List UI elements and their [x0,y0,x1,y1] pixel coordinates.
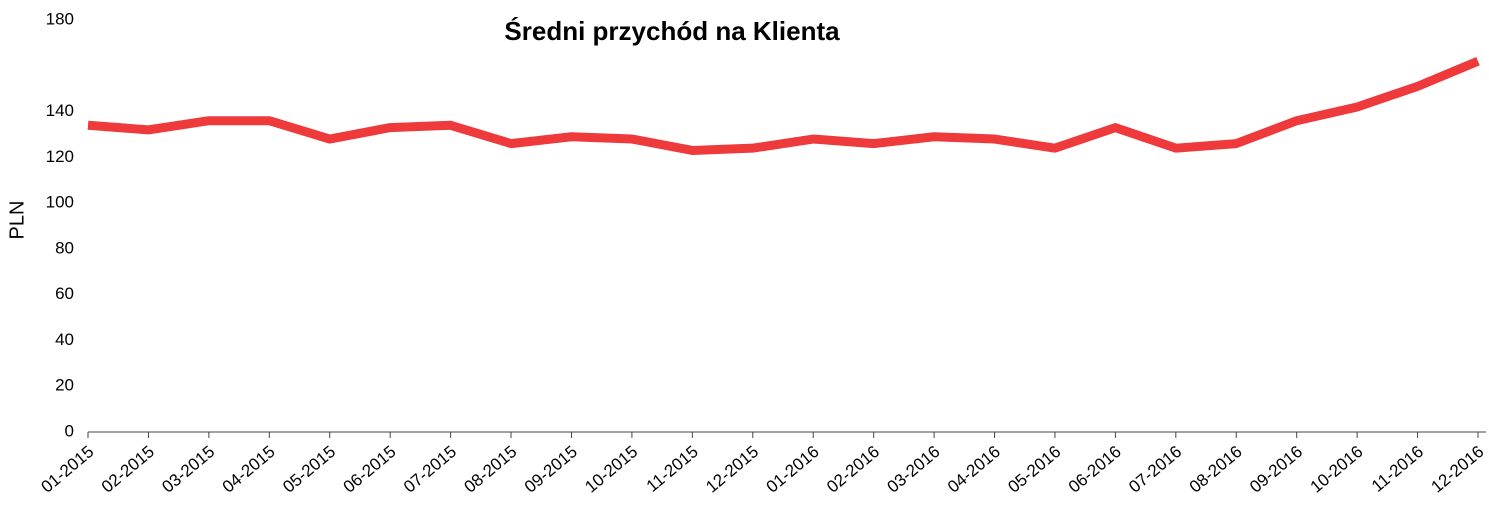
x-tick-label: 10-2015 [581,442,641,497]
x-tick-label: 12-2015 [702,442,762,497]
y-tick-label: 0 [65,421,74,440]
y-tick-label: 20 [55,376,74,395]
x-tick-label: 07-2016 [1125,442,1185,497]
x-tick-label: 03-2015 [158,442,218,497]
y-tick-label: 60 [55,284,74,303]
x-tick-label: 10-2016 [1307,442,1367,497]
x-tick-label: 11-2016 [1368,442,1427,496]
x-tick-label: 06-2016 [1065,442,1125,497]
x-tick-label: 07-2015 [400,442,460,497]
x-tick-label: 04-2016 [944,442,1004,497]
line-series [87,57,1480,155]
y-axis-label: PLN [6,201,28,240]
y-tick-label: 120 [46,147,74,166]
chart-title: Średni przychód na Klienta [504,16,840,46]
x-tick-label: 08-2016 [1186,442,1246,497]
x-tick-label: 08-2015 [460,442,520,497]
x-tick-label: 11-2015 [643,442,702,496]
y-tick-label: 40 [55,330,74,349]
y-tick-label: 100 [46,193,74,212]
x-tick-label: 06-2015 [340,442,400,497]
y-tick-label: 180 [46,9,74,28]
x-tick-label: 09-2015 [521,442,581,497]
x-tick-label: 01-2015 [37,442,97,497]
y-tick-label: 80 [55,238,74,257]
x-tick-label: 03-2016 [884,442,944,497]
x-tick-label: 02-2016 [823,442,883,497]
x-tick-label: 12-2016 [1427,442,1487,497]
x-tick-label: 09-2016 [1246,442,1306,497]
x-tick-label: 02-2015 [98,442,158,497]
x-tick-label: 05-2016 [1004,442,1064,497]
x-tick-label: 05-2015 [279,442,339,497]
y-tick-label: 140 [46,101,74,120]
x-tick-label: 01-2016 [763,442,823,497]
x-tick-label: 04-2015 [219,442,279,497]
